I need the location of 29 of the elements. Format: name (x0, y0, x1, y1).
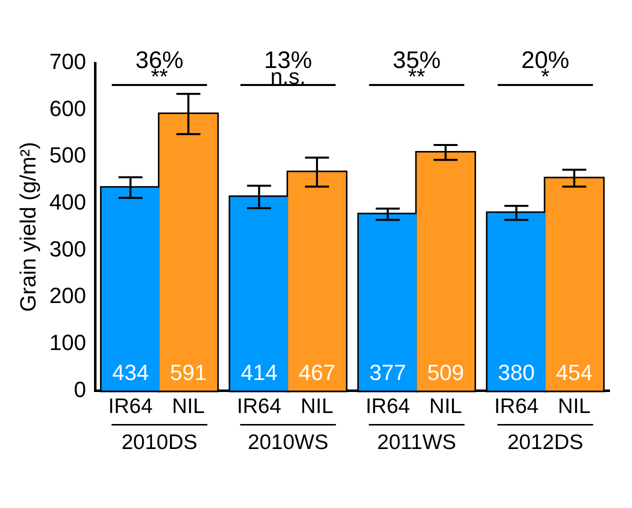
data-label: 434 (112, 360, 149, 385)
y-axis-title: Grain yield (g/m²) (15, 142, 40, 312)
x-tick-label: 2010DS (121, 431, 198, 454)
data-label: 380 (498, 360, 535, 385)
x-tick-label: 2010WS (248, 431, 328, 454)
text: NIL (558, 395, 591, 418)
data-label: 377 (369, 360, 406, 385)
data-label: 591 (170, 360, 207, 385)
text: IR64 (494, 395, 539, 418)
data-label: 467 (298, 360, 336, 385)
y-tick-label: 300 (49, 236, 86, 262)
data-label: 414 (240, 360, 278, 385)
series-label: IR64 (108, 395, 153, 418)
text: IR64 (366, 395, 410, 418)
x-tick-label: 2011WS (377, 431, 456, 454)
y-tick-label: 600 (49, 96, 86, 121)
y-tick-label: 200 (49, 283, 86, 308)
y-tick-label: 100 (49, 330, 86, 356)
text: NIL (429, 395, 462, 418)
y-tick-label: 0 (74, 376, 86, 402)
text: IR64 (236, 395, 282, 418)
y-tick-label: 700 (49, 49, 86, 74)
data-label: 509 (427, 360, 464, 385)
x-tick-label: 2012DS (507, 431, 584, 454)
y-tick-label: 400 (49, 190, 86, 215)
data-label: 454 (556, 360, 593, 385)
series-label: NIL (172, 395, 205, 418)
text: NIL (300, 395, 334, 418)
y-tick-label: 500 (49, 142, 86, 168)
